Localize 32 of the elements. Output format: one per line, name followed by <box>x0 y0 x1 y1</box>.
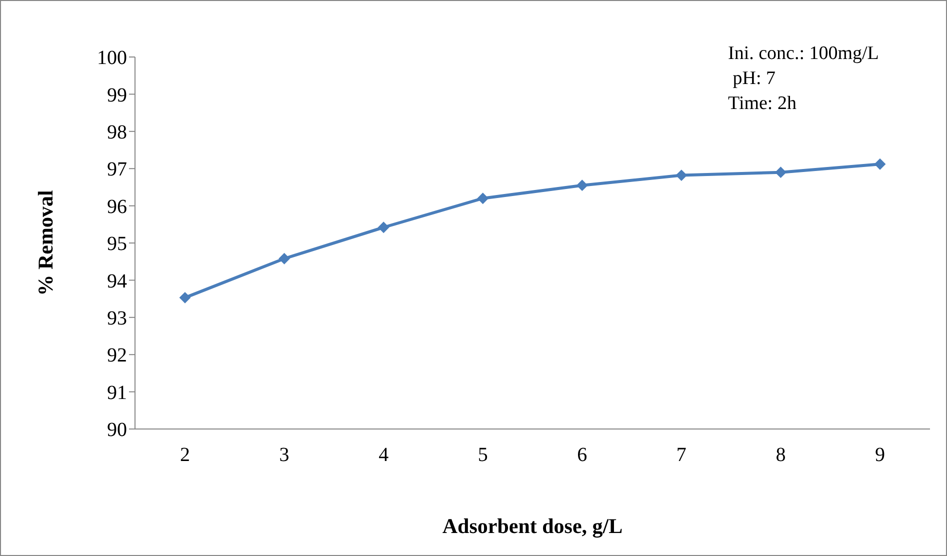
x-tick-label: 7 <box>676 444 686 466</box>
point <box>576 180 588 191</box>
y-tick-label: 90 <box>107 419 127 442</box>
y-tick-label: 96 <box>107 196 127 218</box>
point <box>180 292 190 304</box>
point <box>477 192 488 204</box>
point <box>378 222 390 233</box>
point <box>775 166 786 178</box>
y-tick-label: 91 <box>107 382 127 404</box>
y-tick-label: 100 <box>97 47 127 70</box>
point <box>874 158 886 170</box>
y-tick-label: 99 <box>107 84 127 106</box>
x-tick-label: 4 <box>378 444 389 466</box>
annotation: Time: 2h <box>728 92 798 116</box>
y-tick-label: 95 <box>107 233 127 256</box>
x-tick-label: 8 <box>776 444 786 466</box>
x-axis-title: Adsorbent dose, g/L <box>442 514 623 538</box>
y-tick-label: 92 <box>107 344 127 367</box>
x-tick-label: 6 <box>577 444 588 466</box>
y-axis-title: % Removal <box>33 190 58 296</box>
y-tick-label: 98 <box>107 122 127 144</box>
x-tick-label: 9 <box>875 444 885 466</box>
annotation: pH: 7 <box>732 67 776 91</box>
x-tick-label: 2 <box>180 444 190 466</box>
x-tick-label: 3 <box>279 444 290 466</box>
y-tick-label: 97 <box>107 158 127 181</box>
x-tick-label: 5 <box>478 444 488 466</box>
annotation: Ini. conc.: 100mg/L <box>728 42 879 66</box>
y-tick-label: 93 <box>107 308 127 330</box>
point <box>676 170 687 181</box>
point <box>278 253 290 264</box>
y-tick-label: 94 <box>107 270 127 292</box>
